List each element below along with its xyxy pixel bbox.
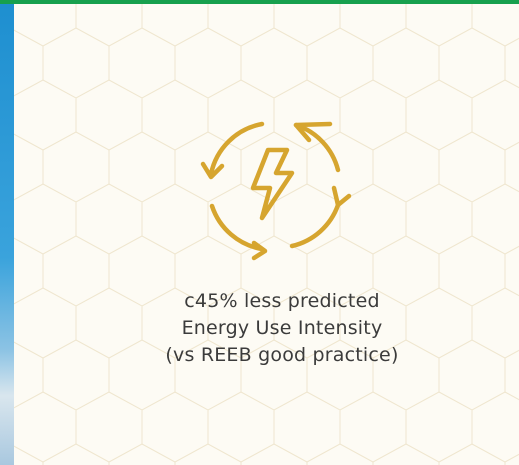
energy-icon [0, 0, 519, 465]
panel: c45% less predicted Energy Use Intensity… [0, 0, 519, 465]
caption: c45% less predicted Energy Use Intensity… [14, 288, 519, 369]
caption-line: c45% less predicted [14, 288, 519, 315]
caption-line: (vs REEB good practice) [14, 342, 519, 369]
caption-line: Energy Use Intensity [14, 315, 519, 342]
